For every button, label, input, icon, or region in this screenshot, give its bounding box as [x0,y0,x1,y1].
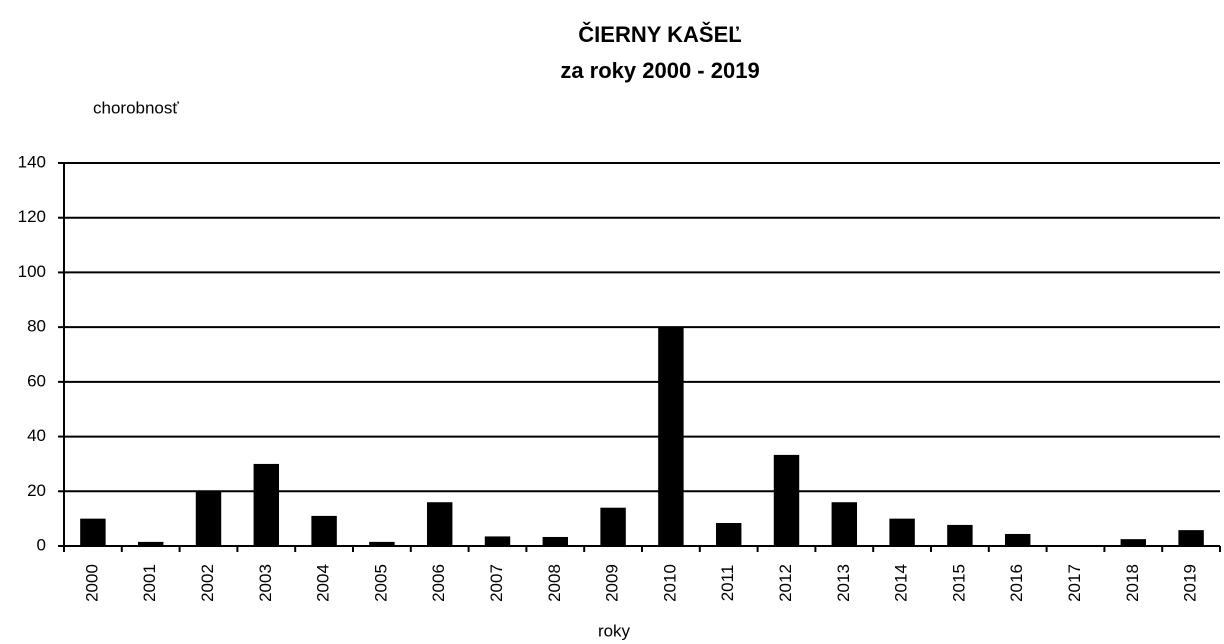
bar [195,491,222,546]
bar [889,518,915,546]
chart-title: ČIERNY KAŠEĽ [578,22,741,47]
x-tick-label: 2019 [1181,564,1200,602]
bar [80,518,106,546]
bar [369,541,395,546]
bar [1120,539,1147,546]
x-tick-label: 2005 [371,564,390,602]
x-tick-label: 2009 [603,564,622,602]
x-tick-label: 2013 [834,564,853,602]
x-tick-label: 2003 [256,564,275,602]
y-tick-label: 0 [37,535,46,554]
x-tick-label: 2018 [1123,564,1142,602]
bar [1178,530,1204,546]
bar [831,502,858,546]
x-tick-label: 2002 [198,564,217,602]
x-tick-label: 2001 [140,564,159,602]
x-tick-label: 2014 [892,564,911,602]
y-tick-label: 140 [18,152,46,171]
x-tick-label: 2004 [314,564,333,602]
x-axis-label: roky [598,621,631,640]
bar [426,502,453,546]
x-tick-label: 2000 [82,564,101,602]
y-tick-label: 120 [18,207,46,226]
bar [137,541,164,546]
x-tick-label: 2015 [949,564,968,602]
bar [773,454,800,546]
x-tick-label: 2017 [1065,564,1084,602]
y-axis-label: chorobnosť [93,98,179,117]
x-tick-label: 2012 [776,564,795,602]
bar [311,515,337,546]
chart-subtitle: za roky 2000 - 2019 [560,58,759,83]
y-tick-label: 100 [18,262,46,281]
y-tick-label: 40 [27,426,46,445]
bar [1004,533,1031,546]
bar [658,327,684,546]
bar [542,536,569,546]
x-tick-label: 2011 [718,565,737,602]
y-tick-label: 60 [27,371,46,390]
x-tick-label: 2007 [487,564,506,602]
bar [484,536,511,546]
bar [253,463,280,546]
y-tick-label: 80 [27,317,46,336]
x-tick-label: 2010 [660,564,679,602]
x-tick-label: 2006 [429,564,448,602]
y-tick-label: 20 [27,481,46,500]
x-tick-label: 2016 [1007,564,1026,602]
x-tick-label: 2008 [545,564,564,602]
bar [600,507,626,546]
bar [715,523,742,546]
bar [947,524,973,546]
